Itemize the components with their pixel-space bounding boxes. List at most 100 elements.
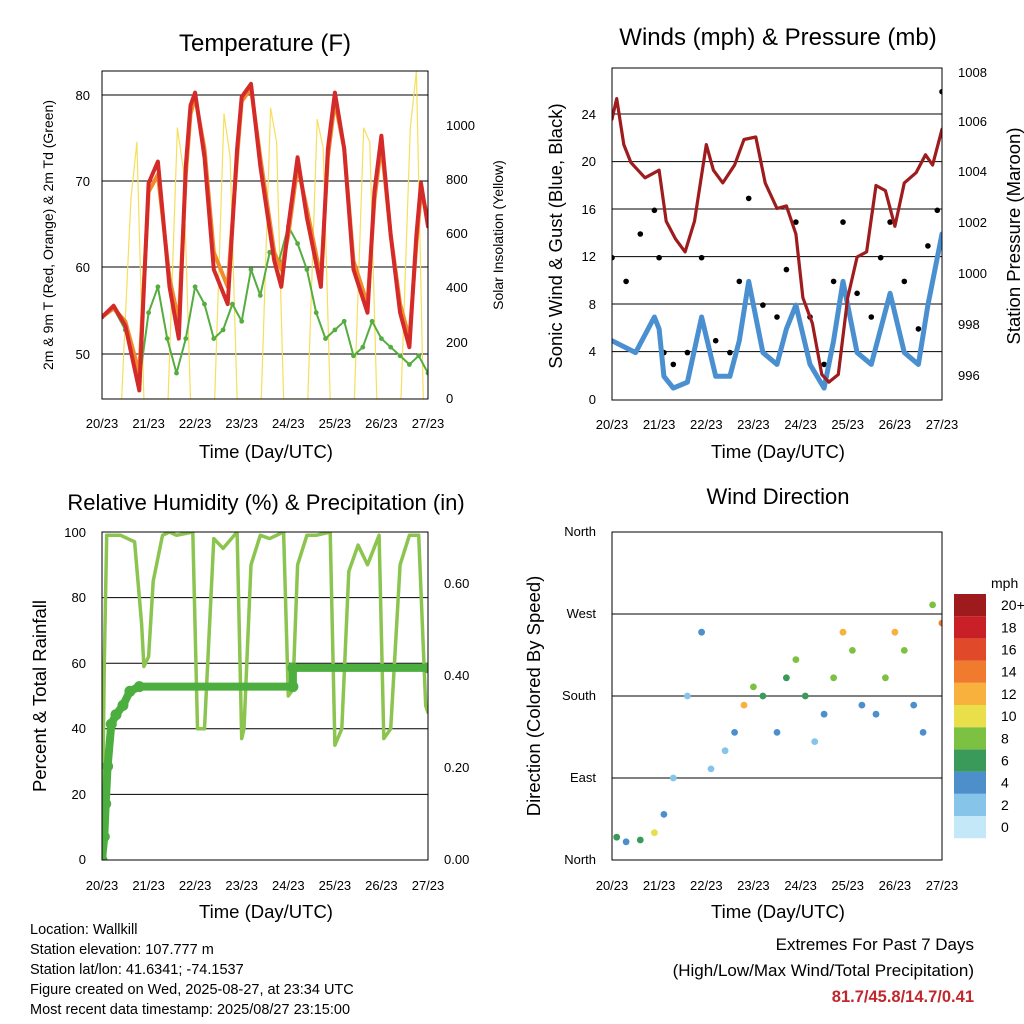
winds-left-ticks: 0 4 8 12 16 20 24 [582, 107, 596, 407]
wind-direction-point [740, 701, 748, 709]
tick-label: South [562, 688, 596, 703]
wind-direction-point [707, 765, 715, 773]
temperature-right-ticks: 0 200 400 600 800 1000 [446, 118, 475, 406]
tick-label: 996 [958, 368, 980, 383]
dewpoint-point [313, 310, 319, 316]
dewpoint-point [164, 336, 170, 341]
wind-direction-point [849, 647, 856, 654]
dewpoint-point [425, 370, 428, 376]
gust-point [623, 278, 629, 285]
dewpoint-point [257, 293, 263, 298]
tick-label: 60 [76, 260, 90, 275]
colorbar-label: 20+ [1001, 597, 1024, 613]
station-elevation: Station elevation: 107.777 m [30, 942, 214, 958]
gust-point [670, 361, 677, 368]
tick-label: 23/23 [737, 878, 770, 893]
dewpoint-point [360, 344, 366, 350]
colorbar-swatch [954, 594, 986, 617]
wind-direction-point [919, 729, 927, 736]
winds-title: Winds (mph) & Pressure (mb) [619, 24, 936, 51]
wind-direction-point [792, 656, 800, 663]
tick-label: 24 [582, 107, 596, 122]
station-info: Location: Wallkill Station elevation: 10… [30, 920, 354, 1020]
colorbar-label: 6 [1001, 753, 1009, 769]
dewpoint-point [295, 241, 300, 247]
gust-point [698, 254, 705, 261]
humidity-right-ticks: 0.00 0.20 0.40 0.60 [444, 576, 469, 867]
tick-label: 26/23 [365, 878, 398, 893]
tick-label: 22/23 [690, 417, 723, 432]
winds-plot-frame [611, 67, 943, 401]
direction-plot-frame [611, 531, 943, 861]
gust-point [651, 207, 658, 214]
tick-label: 20/23 [86, 878, 119, 893]
colorbar-swatch [954, 816, 986, 839]
gust-point [656, 254, 662, 261]
tick-label: 20/23 [596, 417, 629, 432]
tick-label: 12 [582, 249, 596, 264]
gust-point [793, 219, 799, 225]
humidity-xlabel: Time (Day/UTC) [199, 901, 333, 922]
sonic-wind-series [612, 231, 942, 391]
tick-label: 23/23 [737, 417, 770, 432]
tick-label: 21/23 [132, 878, 165, 893]
colorbar-label: 16 [1001, 642, 1017, 658]
humidity-plot-frame [101, 531, 429, 861]
wind-direction-series [613, 601, 942, 846]
gust-point [745, 195, 752, 202]
tick-label: 0 [79, 852, 86, 867]
dewpoint-point [341, 318, 347, 324]
wind-direction-point [910, 701, 918, 709]
colorbar-label: 12 [1001, 686, 1017, 702]
winds-ylabel-right: Station Pressure (Maroon) [1003, 128, 1024, 345]
wind-direction-point [684, 692, 691, 700]
temperature-9m-series [102, 86, 428, 376]
wind-direction-point [622, 838, 630, 846]
wind-direction-point [938, 619, 942, 627]
tick-label: 800 [446, 172, 468, 187]
wind-direction-point [731, 729, 738, 736]
extremes-box: Extremes For Past 7 Days (High/Low/Max W… [673, 932, 974, 1010]
winds-panel: Winds (mph) & Pressure (mb) 0 4 8 12 16 … [545, 24, 1024, 462]
gust-point [901, 278, 908, 285]
colorbar-swatch [954, 793, 986, 816]
wind-direction-point [651, 829, 658, 837]
tick-label: 24/23 [272, 878, 305, 893]
tick-label: 21/23 [132, 416, 165, 431]
dewpoint-point [155, 284, 161, 290]
colorbar-label: 4 [1001, 775, 1009, 791]
tick-label: West [567, 606, 597, 621]
extremes-subtitle: (High/Low/Max Wind/Total Precipitation) [672, 961, 974, 980]
temperature-xlabel: Time (Day/UTC) [199, 441, 333, 462]
wind-direction-point [669, 774, 677, 782]
tick-label: 27/23 [412, 416, 445, 431]
sonic-wind-line [612, 231, 942, 391]
wind-direction-point [929, 601, 936, 609]
wind-direction-point [858, 701, 866, 709]
gust-point [821, 361, 827, 368]
wind-direction-point [801, 692, 809, 700]
rainfall-point [102, 831, 110, 843]
humidity-left-ticks: 0 20 40 60 80 100 [64, 525, 86, 867]
gust-point [830, 278, 837, 285]
tick-label: 50 [76, 347, 90, 362]
figure-created: Figure created on Wed, 2025-08-27, at 23… [30, 982, 354, 998]
temperature-title: Temperature (F) [179, 30, 351, 57]
tick-label: 0 [589, 392, 596, 407]
dewpoint-point [332, 327, 338, 333]
colorbar-unit: mph [991, 575, 1018, 591]
colorbar-swatch [954, 771, 986, 794]
temperature-gridlines [102, 94, 428, 355]
tick-label: 25/23 [831, 417, 864, 432]
rainfall-point [102, 760, 114, 772]
gust-point [840, 219, 846, 225]
tick-label: 80 [72, 590, 86, 605]
gust-point [925, 243, 931, 249]
tick-label: 24/23 [272, 416, 305, 431]
tick-label: 25/23 [319, 416, 352, 431]
tick-label: 1006 [958, 114, 987, 129]
tick-label: 23/23 [225, 416, 258, 431]
direction-left-ticks: North East South West North [562, 524, 596, 867]
rainfall-point [110, 709, 122, 721]
